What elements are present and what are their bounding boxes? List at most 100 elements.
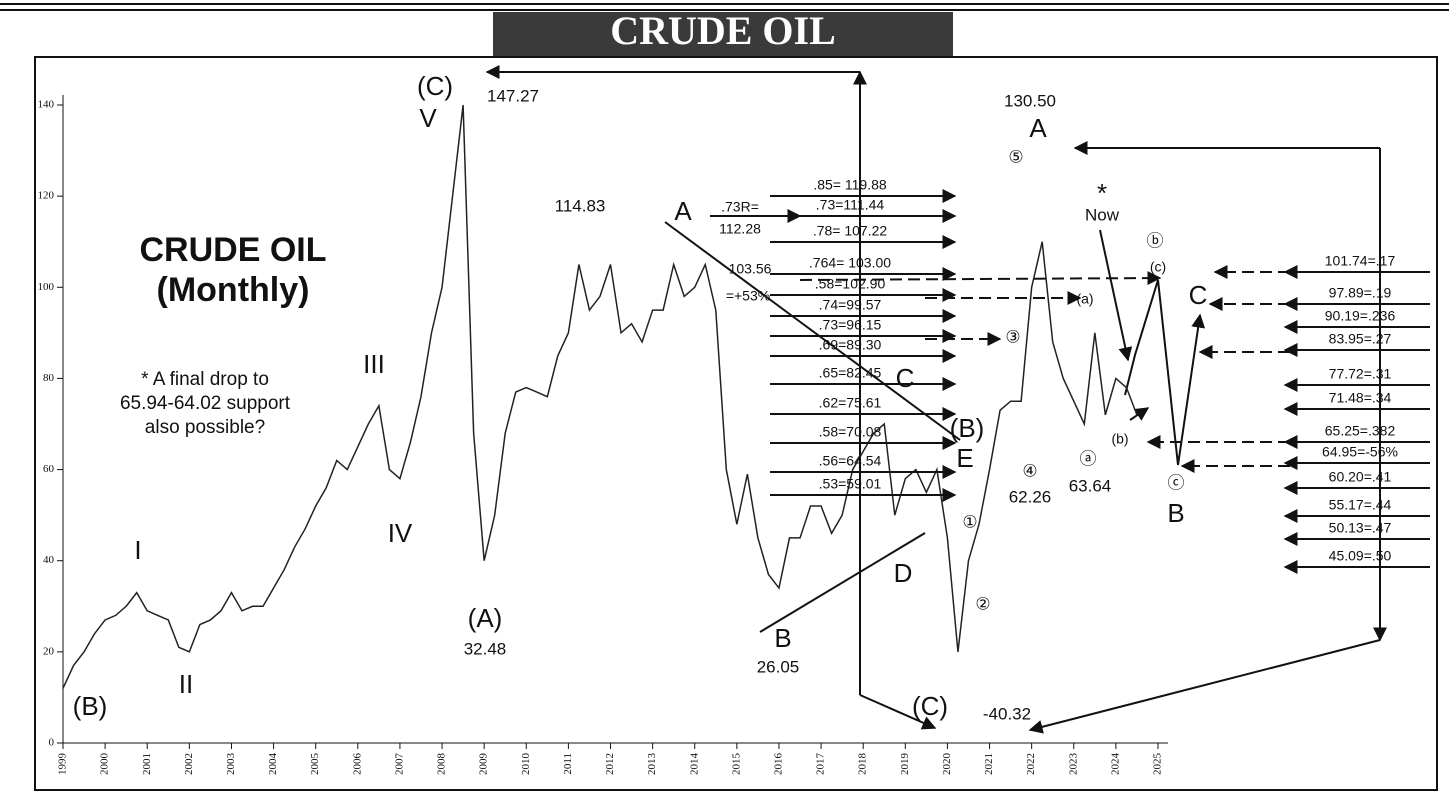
fib-level: .764= 103.00 [809,255,891,271]
y-tick-label: 120 [38,190,55,202]
x-tick-label: 2019 [899,753,911,776]
y-tick-label: 60 [43,463,55,475]
x-tick-label: 2025 [1152,753,1164,776]
x-tick-label: 2017 [815,753,827,776]
annotation: 26.05 [757,657,800,676]
x-tick-label: 2008 [436,753,448,776]
annotation: ⓐ [1080,449,1097,468]
annotation: ⓑ [1147,231,1164,250]
annotation: (b) [1111,431,1128,447]
annotation: 112.28 [719,221,761,237]
annotation: B [1167,498,1184,528]
annotation: (C) [912,691,948,721]
annotation: I [134,535,141,565]
fib-level: 90.19=.236 [1325,308,1396,324]
x-tick-label: 2003 [225,753,237,776]
page-title: CRUDE OIL [610,8,836,53]
annotation: ② [975,594,990,613]
y-tick-label: 100 [38,281,55,293]
x-tick-label: 2004 [267,753,279,776]
fib-level: 97.89=.19 [1329,285,1392,301]
fib-level: 71.48=.34 [1329,390,1392,406]
chart-title: CRUDE OIL [140,231,327,269]
fib-level: .62=75.61 [819,395,882,411]
note: 65.94-64.02 support [120,393,291,414]
annotation: Now [1085,205,1120,224]
x-tick-label: 1999 [57,753,69,776]
fib-level: 83.95=.27 [1329,331,1392,347]
x-tick-label: 2006 [351,753,363,776]
x-tick-label: 2000 [99,753,111,776]
fib-level: .58=70.08 [819,424,882,440]
x-tick-label: 2010 [520,753,532,776]
annotation: IV [388,518,413,548]
annotation: C [896,363,915,393]
fib-level: .73=111.44 [816,197,885,213]
annotation: ③ [1005,327,1020,346]
x-tick-label: 2013 [646,753,658,776]
arrows [485,65,1387,734]
annotation: B [774,623,791,653]
annotation: =+53% [726,288,770,304]
fib-level: 60.20=.41 [1329,469,1392,485]
annotation: ① [962,512,977,531]
x-tick-label: 2012 [604,753,616,775]
fib-level: .65=82.45 [819,365,882,381]
annotation: V [419,103,437,133]
x-tick-label: 2014 [688,753,700,776]
annotation: ⓒ [1168,473,1185,492]
annotation: 63.64 [1069,476,1112,495]
fib-level: .69=89.30 [819,337,882,353]
fib-level: .85= 119.88 [813,177,887,193]
annotation: 32.48 [464,639,507,658]
x-tick-label: 2011 [562,753,574,775]
y-tick-label: 20 [43,645,55,657]
annotation: ⑤ [1008,147,1023,166]
note: * A final drop to [141,369,269,390]
annotation: E [956,443,973,473]
fib-level: .58=102.90 [815,276,886,292]
annotation: (a) [1076,291,1093,307]
fib-level: .56=64.54 [819,453,882,469]
annotation: (A) [468,603,503,633]
annotation: D [894,558,913,588]
x-tick-label: 2021 [983,753,995,775]
chart-subtitle: (Monthly) [157,271,310,309]
fib-level: 64.95=-56% [1322,444,1398,460]
x-tick-label: 2005 [309,753,321,776]
fib-level: .74=99.57 [819,297,882,313]
annotation: ④ [1022,461,1037,480]
fib-level: .73=96.15 [819,317,882,333]
fib-level: 101.74=.17 [1325,253,1396,269]
x-tick-label: 2009 [478,753,490,776]
annotation: -40.32 [983,704,1031,723]
x-tick-label: 2007 [393,753,405,776]
fib-level: 55.17=.44 [1329,497,1392,513]
x-tick-label: 2018 [857,753,869,776]
y-tick-label: 140 [38,99,55,111]
fib-level: 50.13=.47 [1329,520,1392,536]
x-tick-label: 2020 [941,753,953,776]
annotation: C [1189,280,1208,310]
fib-level: 45.09=.50 [1329,548,1392,564]
x-tick-label: 2015 [730,753,742,776]
x-tick-label: 2001 [141,753,153,775]
annotation: (C) [417,71,453,101]
y-tick-label: 0 [49,737,55,749]
annotation: (c) [1150,259,1166,275]
annotation: .73R= [721,199,759,215]
annotation: 130.50 [1004,91,1056,110]
title-box [493,12,953,56]
y-tick-label: 40 [43,554,55,566]
fib-level: .78= 107.22 [813,223,888,239]
annotation: II [179,669,193,699]
y-tick-label: 80 [43,372,55,384]
annotation: A [1029,113,1047,143]
x-tick-label: 2024 [1109,753,1121,776]
x-tick-label: 2016 [772,753,784,776]
frame [34,56,1438,791]
annotation: 62.26 [1009,487,1052,506]
annotation: * [1097,178,1107,208]
annotation: A [674,196,692,226]
